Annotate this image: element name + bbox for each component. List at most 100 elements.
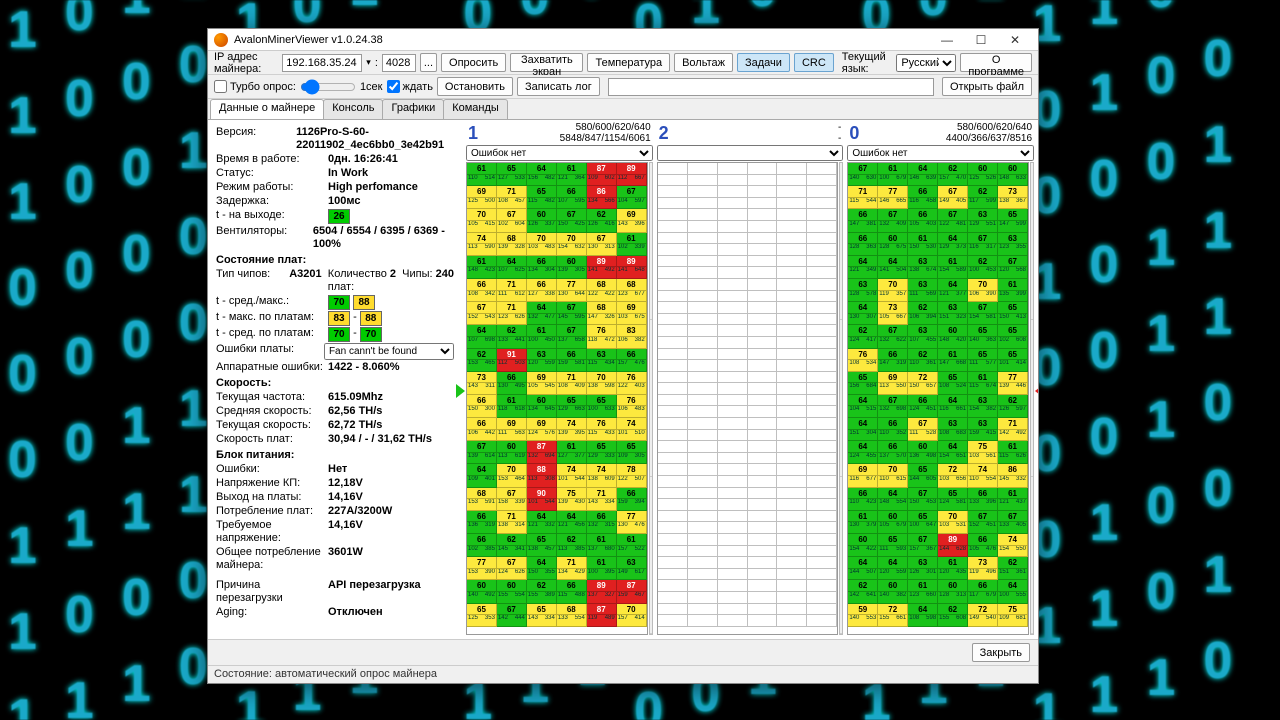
chip-cell: 63	[908, 557, 938, 569]
chip-cell: 67	[497, 488, 527, 500]
chip-cell: 73	[467, 372, 497, 384]
tab-console[interactable]: Консоль	[323, 99, 383, 119]
wait-checkbox[interactable]: ждать	[387, 80, 433, 93]
port-menu-button[interactable]: ...	[420, 53, 437, 72]
chip-cell: 65	[527, 534, 557, 546]
chip-cell: 63	[938, 302, 968, 314]
board0-status-select[interactable]: Ошибок нет	[847, 145, 1034, 161]
scrollbar[interactable]	[839, 162, 843, 635]
chip-cell: 60	[467, 580, 497, 592]
chip-cell: 62	[497, 534, 527, 546]
chip-cell: 67	[848, 163, 878, 175]
chip-cell: 70	[497, 464, 527, 476]
chip-cell: 62	[527, 580, 557, 592]
close-button[interactable]: ✕	[998, 30, 1032, 50]
chip-cell: 65	[848, 372, 878, 384]
chip-cell: 77	[617, 511, 647, 523]
poll-button[interactable]: Опросить	[441, 53, 506, 72]
chip-cell: 63	[527, 349, 557, 361]
chip-cell: 66	[848, 233, 878, 245]
temperature-button[interactable]: Температура	[587, 53, 670, 72]
chip-cell: 63	[908, 325, 938, 337]
chip-cell: 89	[617, 256, 647, 268]
chip-cell: 61	[587, 534, 617, 546]
openfile-button[interactable]: Открыть файл	[942, 77, 1032, 96]
chip-cell: 71	[587, 488, 617, 500]
turbo-slider[interactable]	[300, 79, 356, 95]
chip-cell: 91	[497, 349, 527, 361]
chip-cell: 66	[878, 349, 908, 361]
chip-cell: 65	[587, 395, 617, 407]
chip-cell: 64	[557, 511, 587, 523]
chip-cell: 64	[938, 395, 968, 407]
writelog-button[interactable]: Записать лог	[517, 77, 600, 96]
chip-cell: 71	[557, 372, 587, 384]
chip-cell: 63	[587, 349, 617, 361]
app-window: AvalonMinerViewer v1.0.24.38 — ☐ ✕ IP ад…	[207, 28, 1039, 684]
chip-cell: 69	[878, 372, 908, 384]
chip-cell: 76	[587, 325, 617, 337]
scrollbar[interactable]	[649, 162, 653, 635]
board1-status-select[interactable]: Ошибок нет	[466, 145, 653, 161]
chip-cell: 89	[587, 256, 617, 268]
chip-cell: 65	[497, 163, 527, 175]
toolbar-second: Турбо опрос: 1сек ждать Остановить Запис…	[208, 75, 1038, 99]
board2-status-select[interactable]	[657, 145, 844, 161]
stop-button[interactable]: Остановить	[437, 77, 513, 96]
chip-cell: 66	[587, 511, 617, 523]
chip-cell: 64	[938, 233, 968, 245]
chip-cell: 60	[998, 163, 1028, 175]
chip-cell: 62	[587, 209, 617, 221]
status-bar: Состояние: автоматический опрос майнера	[208, 665, 1038, 683]
footer-close-button[interactable]: Закрыть	[972, 643, 1030, 662]
board-error-select[interactable]: Fan cann't be found	[324, 343, 454, 360]
chip-cell: 69	[497, 418, 527, 430]
tab-commands[interactable]: Команды	[443, 99, 508, 119]
about-button[interactable]: О программе	[960, 53, 1032, 72]
chip-cell: 89	[587, 580, 617, 592]
maximize-button[interactable]: ☐	[964, 30, 998, 50]
chip-cell: 65	[467, 604, 497, 616]
tasks-button[interactable]: Задачи	[737, 53, 790, 72]
chip-cell: 72	[878, 604, 908, 616]
chip-cell: 63	[938, 418, 968, 430]
chip-cell: 61	[998, 279, 1028, 291]
chip-cell: 69	[527, 418, 557, 430]
turbo-checkbox[interactable]: Турбо опрос:	[214, 80, 296, 93]
chip-cell: 61	[998, 441, 1028, 453]
chip-cell: 63	[998, 233, 1028, 245]
log-path-input[interactable]	[608, 78, 934, 96]
chip-cell: 64	[938, 279, 968, 291]
crc-button[interactable]: CRC	[794, 53, 834, 72]
chip-cell: 73	[998, 186, 1028, 198]
chip-cell: 60	[527, 209, 557, 221]
chip-cell: 64	[998, 580, 1028, 592]
capture-button[interactable]: Захватить экран	[510, 53, 583, 72]
board-1: 1 580/600/620/6405848/847/1154/6061 Ошиб…	[466, 122, 653, 635]
chip-cell: 65	[968, 325, 998, 337]
chip-cell: 64	[527, 302, 557, 314]
app-icon	[214, 33, 228, 47]
chip-cell: 60	[938, 580, 968, 592]
chip-cell: 67	[938, 186, 968, 198]
scrollbar[interactable]	[1030, 162, 1034, 635]
chip-cell: 60	[527, 395, 557, 407]
titlebar[interactable]: AvalonMinerViewer v1.0.24.38 — ☐ ✕	[208, 29, 1038, 51]
port-input[interactable]	[382, 54, 416, 72]
chip-cell: 74	[587, 464, 617, 476]
chip-cell: 63	[968, 209, 998, 221]
chip-cell: 74	[617, 418, 647, 430]
tab-charts[interactable]: Графики	[382, 99, 444, 119]
chip-cell: 67	[467, 441, 497, 453]
chip-cell: 61	[938, 256, 968, 268]
voltage-button[interactable]: Вольтаж	[674, 53, 733, 72]
chip-cell: 69	[467, 186, 497, 198]
language-select[interactable]: Русский	[896, 54, 956, 72]
chip-grid-1: 6165646187891105141275331564821213641096…	[466, 162, 648, 635]
chip-cell: 68	[557, 604, 587, 616]
chip-cell: 70	[527, 233, 557, 245]
minimize-button[interactable]: —	[930, 30, 964, 50]
tab-miner-data[interactable]: Данные о майнере	[210, 99, 324, 119]
chip-cell: 70	[968, 279, 998, 291]
ip-input[interactable]	[282, 54, 362, 72]
